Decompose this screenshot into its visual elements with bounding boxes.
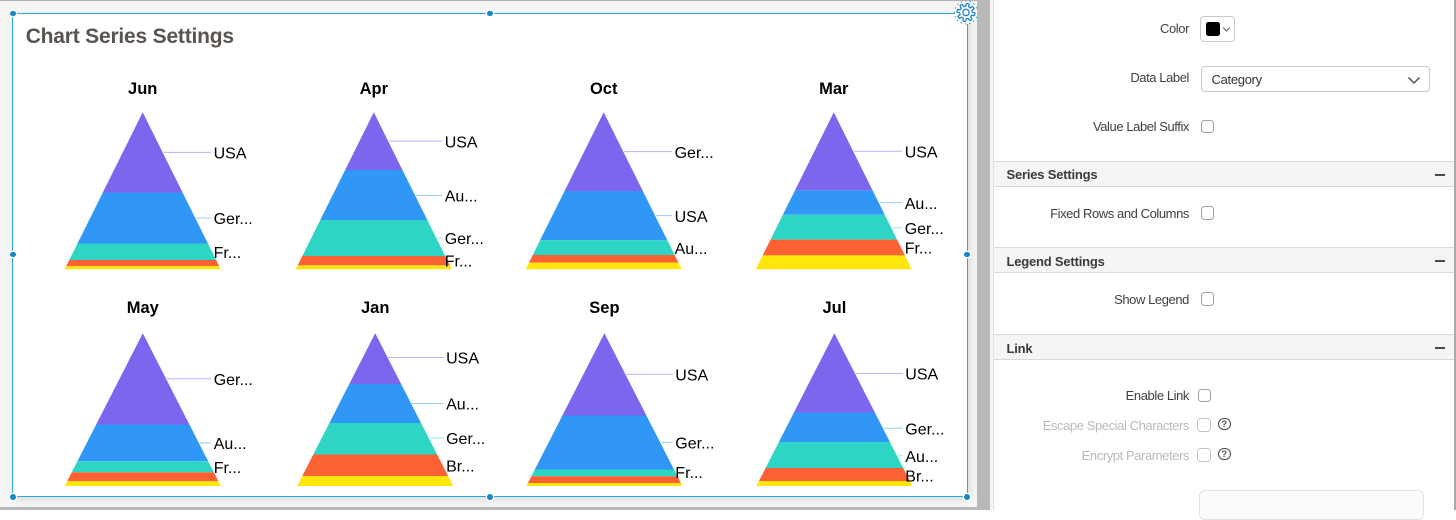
- svg-text:Fr...: Fr...: [675, 465, 703, 482]
- svg-text:Au...: Au...: [445, 189, 478, 206]
- svg-text:Au...: Au...: [905, 449, 938, 466]
- svg-text:Fr...: Fr...: [905, 241, 933, 258]
- svg-text:Jun: Jun: [128, 80, 157, 98]
- svg-text:Apr: Apr: [360, 80, 389, 98]
- svg-text:Mar: Mar: [819, 80, 849, 98]
- svg-text:Fr...: Fr...: [214, 245, 242, 262]
- svg-text:Ger...: Ger...: [675, 145, 714, 162]
- svg-text:Oct: Oct: [590, 80, 618, 98]
- svg-text:Au...: Au...: [905, 196, 938, 213]
- svg-text:May: May: [127, 299, 160, 317]
- svg-text:USA: USA: [214, 146, 247, 163]
- svg-text:Fr...: Fr...: [214, 460, 242, 477]
- svg-text:Au...: Au...: [446, 397, 479, 414]
- svg-text:Ger...: Ger...: [214, 372, 253, 389]
- svg-text:Fr...: Fr...: [445, 254, 473, 271]
- svg-text:Jul: Jul: [822, 299, 846, 317]
- svg-text:Ger...: Ger...: [214, 211, 253, 228]
- svg-text:Au...: Au...: [214, 436, 247, 453]
- svg-text:Jan: Jan: [361, 299, 389, 317]
- svg-text:Ger...: Ger...: [446, 431, 485, 448]
- svg-text:Ger...: Ger...: [675, 436, 714, 453]
- svg-text:Br...: Br...: [905, 469, 933, 486]
- svg-text:Ger...: Ger...: [905, 221, 944, 238]
- svg-text:USA: USA: [905, 145, 938, 162]
- svg-text:Sep: Sep: [589, 299, 619, 317]
- svg-text:USA: USA: [445, 134, 478, 151]
- svg-text:Ger...: Ger...: [905, 421, 944, 438]
- svg-text:Au...: Au...: [675, 241, 708, 258]
- svg-text:USA: USA: [675, 368, 708, 385]
- svg-text:USA: USA: [675, 209, 708, 226]
- svg-text:Ger...: Ger...: [445, 231, 484, 248]
- svg-text:Br...: Br...: [446, 458, 474, 475]
- svg-text:USA: USA: [905, 367, 938, 384]
- svg-text:USA: USA: [446, 351, 479, 368]
